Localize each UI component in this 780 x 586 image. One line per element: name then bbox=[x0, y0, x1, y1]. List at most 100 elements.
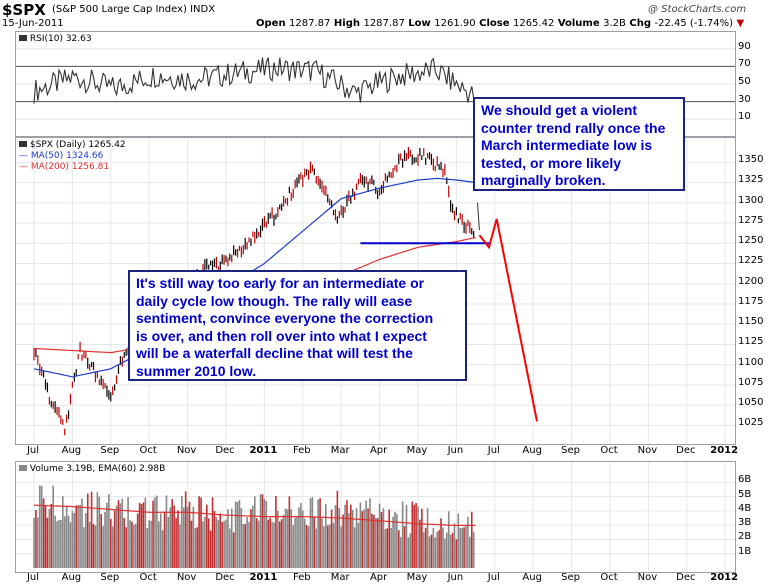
volume-bar bbox=[184, 491, 187, 568]
volume-bar bbox=[346, 500, 348, 568]
volume-bar bbox=[54, 515, 56, 568]
volume-bar bbox=[62, 496, 64, 568]
volume-bar bbox=[188, 501, 191, 568]
volume-bar bbox=[302, 510, 304, 568]
volume-bar bbox=[390, 527, 392, 568]
volume-bar bbox=[50, 503, 53, 568]
volume-bar bbox=[196, 527, 198, 568]
volume-bar bbox=[204, 516, 206, 568]
price-x-tick-label: Sep bbox=[561, 445, 581, 456]
volume-bar bbox=[463, 527, 465, 568]
volume-bar bbox=[255, 518, 258, 568]
volume-bar bbox=[58, 519, 60, 568]
volume-x-tick-label: Dec bbox=[215, 572, 235, 583]
volume-bar bbox=[326, 525, 329, 568]
volume-x-tick-label: Jul bbox=[26, 572, 40, 583]
volume-bar bbox=[63, 516, 66, 568]
open-value: 1287.87 bbox=[289, 18, 331, 29]
volume-bar bbox=[461, 527, 463, 568]
volume-bar bbox=[219, 513, 222, 568]
volume-bar bbox=[275, 496, 277, 568]
volume-x-tick-label: May bbox=[406, 572, 428, 583]
note-line: sentiment, convince everyone the correct… bbox=[136, 310, 434, 326]
legend-swatch-icon bbox=[19, 141, 27, 147]
volume-bar bbox=[238, 499, 241, 568]
volume-bar bbox=[167, 516, 170, 568]
volume-bar bbox=[38, 485, 41, 568]
volume-bar bbox=[131, 521, 133, 568]
volume-bar bbox=[144, 497, 147, 568]
price-tick-label: 1200 bbox=[738, 275, 764, 287]
volume-bar bbox=[69, 522, 72, 568]
volume-bar bbox=[277, 511, 279, 568]
volume-bar bbox=[398, 530, 400, 568]
volume-bar bbox=[294, 517, 296, 568]
volume-bar bbox=[163, 511, 166, 568]
price-tick-label: 1300 bbox=[738, 194, 764, 206]
volume-bar bbox=[159, 513, 162, 568]
price-tick-label: 1150 bbox=[738, 316, 764, 328]
price-tick-label: 1225 bbox=[738, 255, 764, 267]
volume-bar bbox=[296, 516, 298, 568]
note-line: We should get a violent bbox=[481, 102, 638, 118]
volume-bar bbox=[175, 518, 177, 568]
volume-bar bbox=[146, 528, 149, 568]
volume-bar bbox=[344, 504, 346, 568]
rsi-tick-label: 70 bbox=[738, 58, 751, 70]
volume-bar bbox=[113, 510, 116, 568]
note-line: March intermediate low is bbox=[481, 137, 653, 153]
volume-bar bbox=[371, 513, 373, 568]
volume-bar bbox=[284, 508, 287, 568]
price-tick-label: 1350 bbox=[738, 154, 764, 166]
price-x-tick-label: May bbox=[406, 445, 428, 456]
price-tick-label: 1050 bbox=[738, 397, 764, 409]
volume-bar bbox=[269, 517, 271, 568]
volume-bar bbox=[96, 492, 99, 568]
volume-bar bbox=[357, 522, 360, 568]
low-label: Low bbox=[408, 18, 431, 29]
volume-bar bbox=[179, 524, 181, 568]
volume-bar bbox=[374, 517, 377, 568]
volume-x-tick-label: Sep bbox=[561, 572, 581, 583]
volume-bar bbox=[271, 521, 273, 568]
volume-bar bbox=[56, 521, 58, 568]
volume-bar bbox=[121, 498, 124, 568]
volume-bar bbox=[115, 505, 118, 568]
volume-x-tick-label: Jun bbox=[447, 572, 464, 583]
volume-bar bbox=[328, 524, 331, 568]
volume-x-tick-label: 2011 bbox=[249, 572, 278, 583]
volume-bar bbox=[288, 496, 291, 568]
volume-bar bbox=[332, 522, 335, 568]
ma50-line bbox=[33, 177, 476, 378]
rsi-line bbox=[33, 57, 475, 104]
volume-bar bbox=[240, 508, 243, 568]
note-line: tested, or more likely bbox=[481, 154, 622, 171]
volume-bar bbox=[37, 517, 39, 568]
annotation-cycle-note: It's still way too early for an intermed… bbox=[128, 270, 467, 381]
volume-bar bbox=[451, 532, 454, 568]
volume-bar bbox=[282, 514, 285, 568]
ohlc-readout: Open 1287.87 High 1287.87 Low 1261.90 Cl… bbox=[256, 18, 744, 29]
volume-bar bbox=[158, 521, 160, 568]
volume-x-tick-label: Oct bbox=[139, 572, 157, 583]
volume-bar bbox=[342, 514, 344, 568]
volume-bar bbox=[83, 527, 85, 568]
volume-bar bbox=[359, 502, 362, 568]
price-x-tick-label: 2011 bbox=[249, 445, 278, 456]
volume-bar bbox=[259, 494, 262, 568]
price-x-tick-label: Jul bbox=[26, 445, 40, 456]
price-tick-label: 1075 bbox=[738, 376, 764, 388]
volume-bar bbox=[399, 537, 402, 568]
note-line: will be a waterfall decline that will te… bbox=[136, 345, 413, 361]
price-tick-label: 1175 bbox=[738, 295, 764, 307]
price-legend-text: $SPX (Daily) 1265.42 bbox=[29, 140, 126, 150]
volume-bar bbox=[263, 498, 266, 568]
volume-bar bbox=[392, 516, 394, 568]
legend-swatch-icon bbox=[19, 35, 27, 41]
volume-bar bbox=[134, 523, 137, 568]
volume-bar bbox=[363, 509, 366, 568]
symbol: $SPX bbox=[2, 1, 46, 19]
volume-bar bbox=[150, 520, 152, 568]
volume-tick-label: 2B bbox=[738, 531, 752, 543]
note-line: counter trend rally once the bbox=[481, 119, 666, 136]
